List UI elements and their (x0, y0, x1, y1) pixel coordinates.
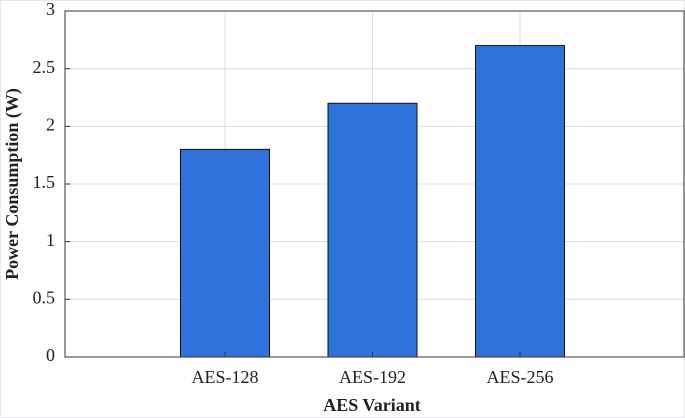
x-tick-label: AES-256 (487, 367, 554, 387)
x-axis-label: AES Variant (323, 395, 421, 415)
y-tick-label: 2.5 (33, 57, 56, 77)
y-tick-label: 1.5 (33, 172, 56, 192)
x-tick-label: AES-128 (192, 367, 259, 387)
bar (180, 148, 270, 358)
y-tick-label: 0.5 (33, 287, 56, 307)
y-tick-label: 1 (46, 230, 55, 250)
bar (327, 102, 418, 358)
bar (475, 45, 565, 358)
y-tick-label: 3 (46, 0, 55, 19)
y-axis-label: Power Consumption (W) (2, 88, 23, 280)
x-tick-label: AES-192 (339, 367, 406, 387)
y-tick-label: 0 (46, 345, 55, 365)
y-tick-label: 2 (46, 114, 55, 134)
plot-frame (64, 10, 685, 358)
